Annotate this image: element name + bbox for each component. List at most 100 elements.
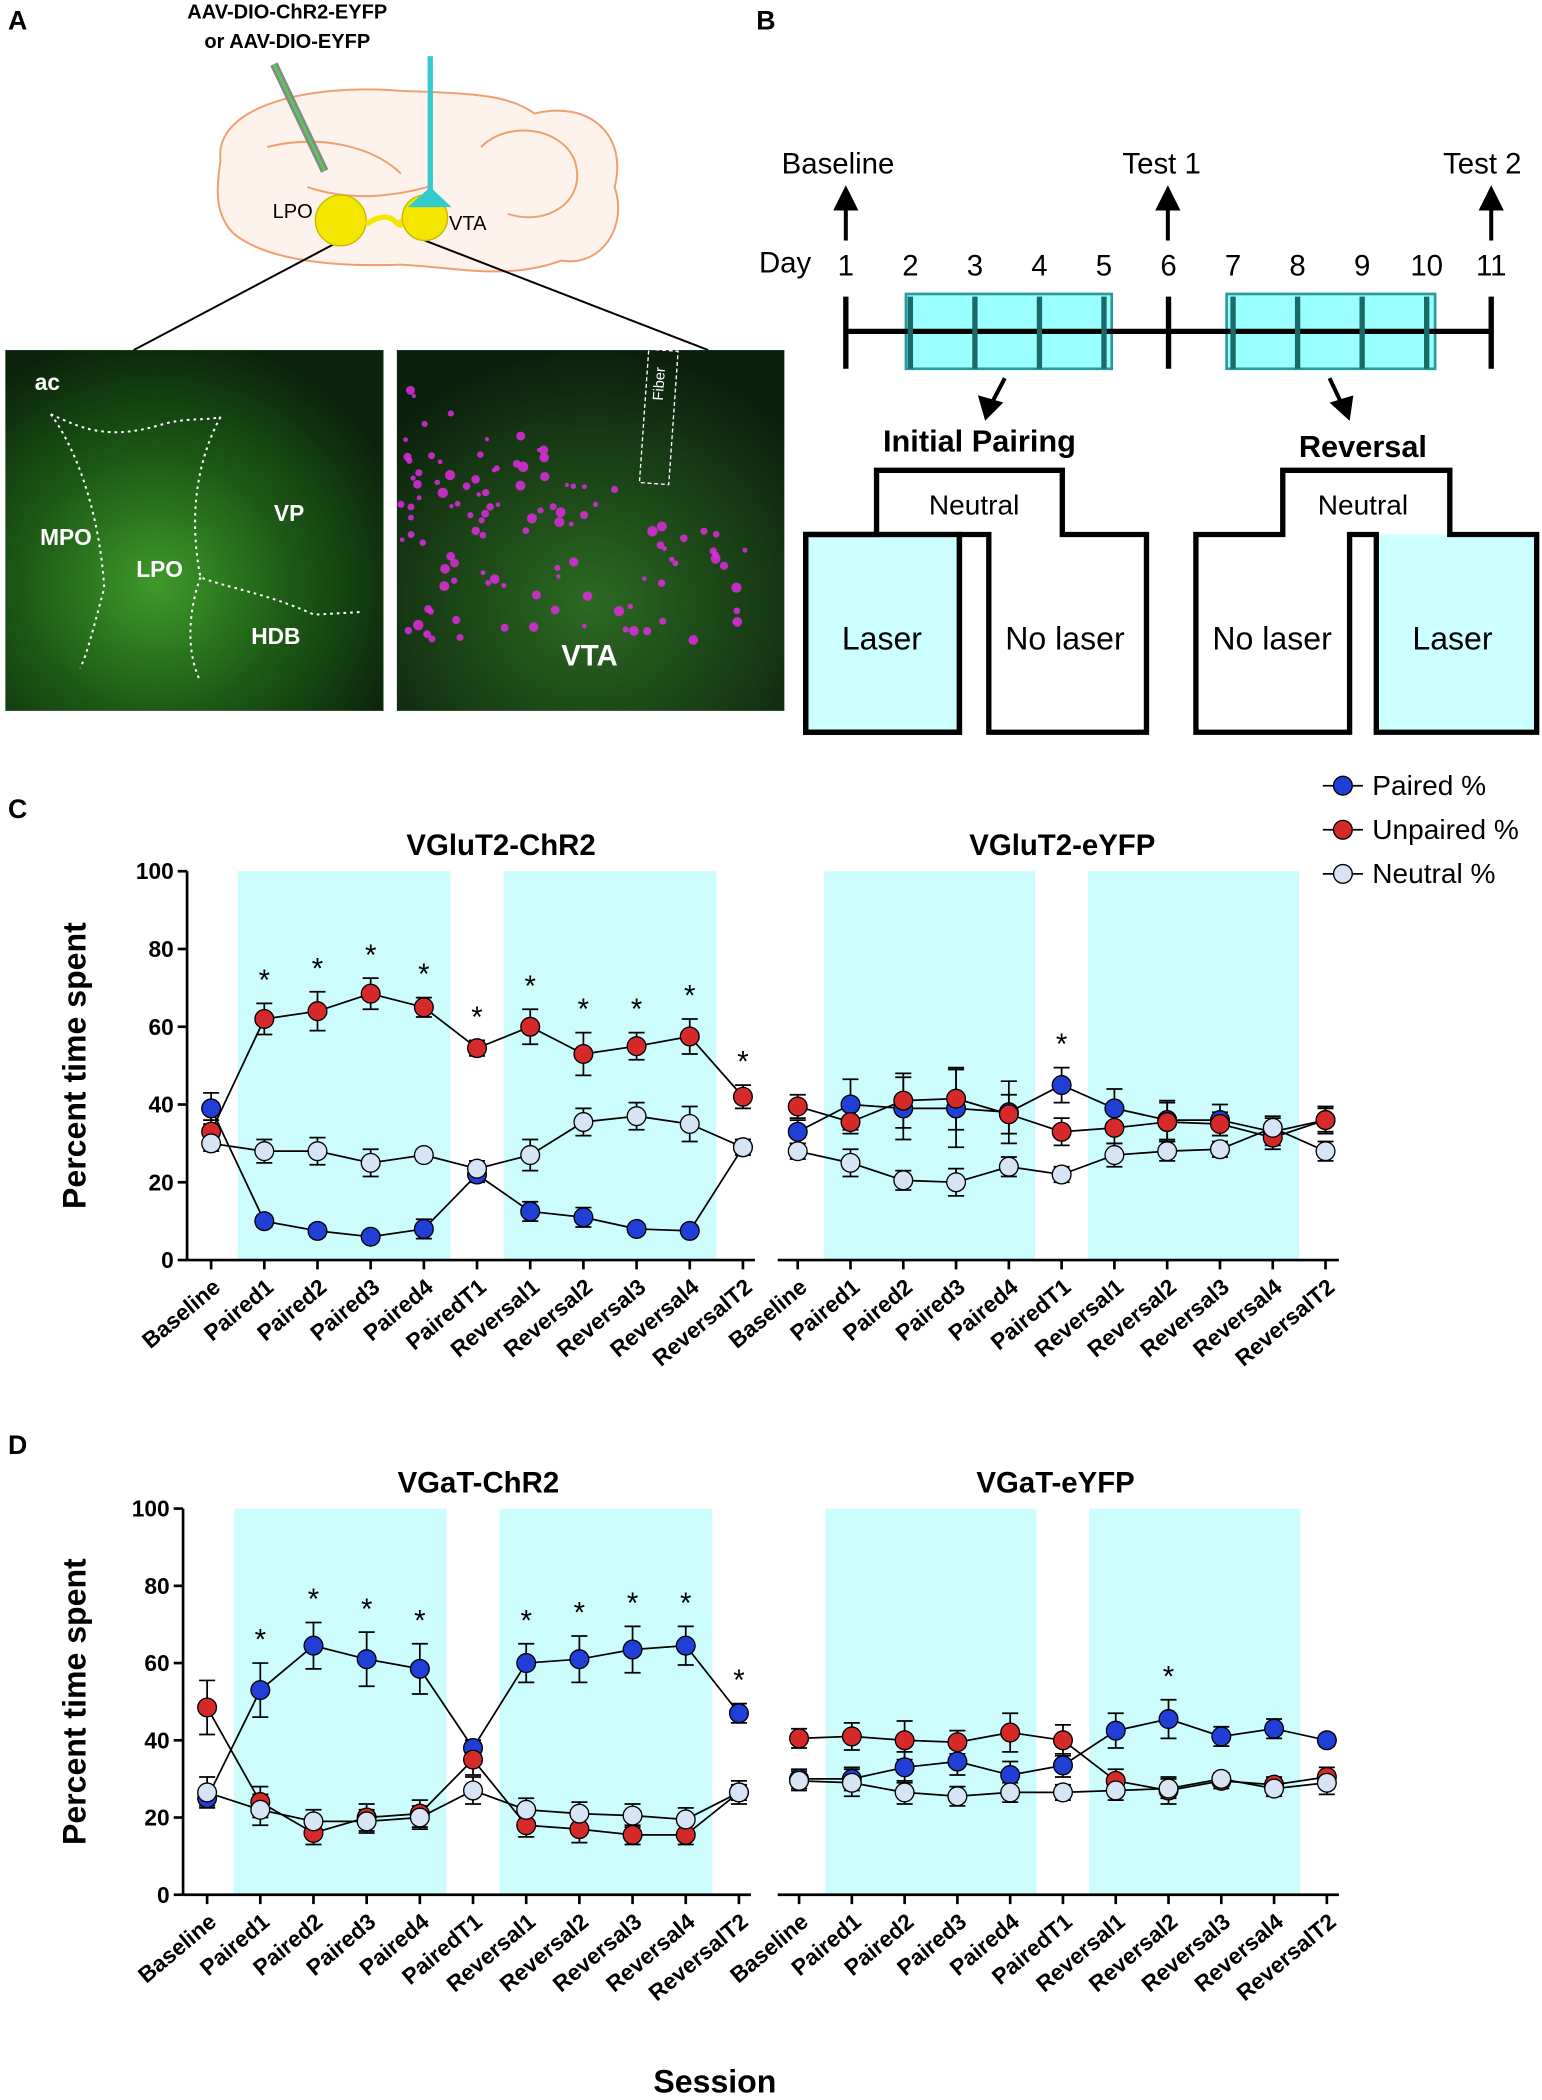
day-number: 3 <box>967 249 983 282</box>
legend-label: Paired % <box>1372 770 1486 801</box>
brain-schematic <box>216 88 620 273</box>
data-point <box>789 1770 810 1791</box>
data-point <box>728 1703 749 1724</box>
data-point <box>197 1697 218 1718</box>
y-tick-label: 40 <box>144 1727 169 1753</box>
data-point <box>467 1158 488 1179</box>
significance: * <box>574 1597 585 1630</box>
data-point <box>1264 1718 1285 1739</box>
data-point <box>1157 1111 1178 1133</box>
cell <box>570 483 577 489</box>
fiber-track <box>638 348 679 486</box>
laser-period <box>233 1508 447 1895</box>
significance: * <box>1056 1028 1067 1061</box>
maze-label: Laser <box>1412 620 1492 656</box>
data-point <box>1262 1117 1283 1138</box>
data-point <box>254 1211 275 1232</box>
day-number: 8 <box>1289 249 1305 282</box>
cell <box>732 616 743 627</box>
data-point <box>569 1649 590 1670</box>
cell <box>421 420 428 427</box>
cell <box>486 503 494 511</box>
cell <box>659 617 667 625</box>
data-point <box>732 1086 753 1107</box>
significance: * <box>365 939 376 972</box>
event-label: Test 1 <box>1122 148 1200 181</box>
laser-period <box>1088 871 1300 1261</box>
data-point <box>894 1757 915 1778</box>
y-tick-label: 40 <box>148 1092 173 1118</box>
cell <box>536 447 542 452</box>
cell <box>611 485 619 493</box>
cell <box>437 459 443 465</box>
data-point <box>840 1094 861 1115</box>
x-axis-label: Session <box>653 2064 776 2100</box>
data-point <box>893 1170 914 1191</box>
cell <box>397 500 405 508</box>
day-number: 6 <box>1160 249 1176 282</box>
cell <box>446 551 456 561</box>
data-point <box>840 1152 861 1173</box>
cell <box>428 635 436 643</box>
y-tick-label: 80 <box>144 1573 169 1599</box>
data-point <box>413 1218 434 1239</box>
cell <box>537 507 544 514</box>
data-point <box>250 1680 271 1701</box>
data-point <box>201 1133 222 1154</box>
data-point <box>626 1218 647 1239</box>
maze <box>803 467 1540 735</box>
legend-marker <box>1332 863 1353 884</box>
cell <box>440 563 450 574</box>
cell <box>427 608 434 615</box>
data-point <box>1209 1113 1230 1134</box>
significance: * <box>578 993 589 1026</box>
cell <box>413 480 422 489</box>
legend-label: Unpaired % <box>1372 814 1519 845</box>
cell <box>657 579 666 587</box>
significance: * <box>414 1604 425 1637</box>
region-label: VTA <box>449 213 487 235</box>
cell <box>399 537 405 543</box>
data-point <box>463 1749 484 1770</box>
y-tick-label: 60 <box>144 1650 169 1676</box>
cell <box>416 495 422 501</box>
data-point <box>998 1156 1019 1177</box>
data-point <box>679 1113 700 1134</box>
cell <box>656 541 665 550</box>
image-label: HDB <box>251 623 300 649</box>
image-label: VP <box>274 500 304 526</box>
cell <box>452 616 461 625</box>
cell <box>493 465 500 472</box>
chart-title: VGaT-ChR2 <box>398 1467 560 1500</box>
data-point <box>675 1809 696 1830</box>
cell <box>407 531 415 539</box>
data-point <box>622 1805 643 1826</box>
cell <box>550 605 560 615</box>
micrograph <box>396 350 785 711</box>
cell <box>434 479 441 486</box>
cell <box>554 564 561 571</box>
day-number: 9 <box>1354 249 1370 282</box>
cell <box>456 634 464 642</box>
data-point <box>787 1096 808 1117</box>
panel-label: A <box>8 5 27 35</box>
data-point <box>947 1732 968 1753</box>
data-point <box>356 1649 377 1670</box>
cell <box>444 470 456 481</box>
cell <box>710 553 721 564</box>
laser-period <box>237 871 451 1261</box>
cell <box>538 445 549 455</box>
arrows <box>833 185 1504 421</box>
chart-title: VGaT-eYFP <box>976 1467 1134 1500</box>
data-point <box>573 1043 594 1064</box>
data-point <box>307 1141 328 1162</box>
cell <box>549 503 557 511</box>
cell <box>515 480 526 491</box>
significance: * <box>684 980 695 1013</box>
cell <box>481 509 490 518</box>
cell <box>688 635 699 645</box>
cell <box>656 521 667 532</box>
y-axis-label: Percent time spent <box>57 1558 93 1845</box>
